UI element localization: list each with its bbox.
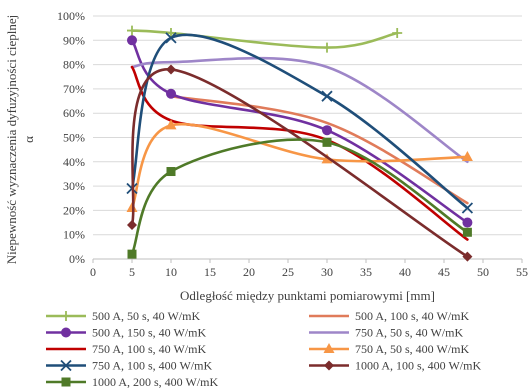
series-line [169, 94, 469, 205]
y-tick-label: 80% [63, 58, 85, 72]
data-point [462, 217, 473, 228]
series [126, 25, 474, 262]
legend-marker [324, 360, 334, 371]
y-tick-label: 10% [63, 228, 85, 242]
data-point [165, 119, 177, 130]
x-tick-label: 55 [516, 265, 528, 279]
series-5 [130, 65, 469, 241]
x-tick-label: 45 [438, 265, 450, 279]
series-line [130, 65, 469, 241]
series-9 [127, 137, 472, 259]
data-point [127, 25, 137, 36]
x-axis-title: Odległość między punktami pomiarowymi [m… [180, 288, 435, 303]
data-point [322, 42, 332, 53]
legend-marker [60, 359, 72, 372]
x-tick-label: 25 [282, 265, 294, 279]
x-tick-label: 50 [477, 265, 489, 279]
data-point [165, 32, 177, 44]
legend-label: 750 A, 100 s, 400 W/mK [92, 359, 212, 373]
data-point [461, 202, 474, 214]
x-tick-label: 10 [165, 265, 177, 279]
data-point [166, 64, 176, 75]
legend-label: 750 A, 50 s, 400 W/mK [355, 342, 469, 356]
series-8 [127, 64, 473, 262]
data-point [166, 28, 176, 39]
x-tick-label: 5 [129, 265, 135, 279]
data-point [127, 35, 137, 46]
x-tick-label: 15 [204, 265, 216, 279]
y-axis-symbol: α [21, 136, 36, 143]
series-line [130, 56, 469, 164]
legend-label: 500 A, 150 s, 40 W/mK [92, 326, 206, 340]
series-line [130, 138, 469, 256]
y-tick-label: 70% [63, 82, 85, 96]
data-point [127, 249, 137, 259]
legend-marker [61, 377, 71, 387]
legend-marker [61, 327, 71, 338]
series-line [130, 29, 399, 49]
data-point [462, 227, 472, 237]
y-tick-label: 60% [63, 106, 85, 120]
legend-entry: 1000 A, 100 s, 400 W/mK [309, 359, 481, 373]
legend-label: 1000 A, 100 s, 400 W/mK [355, 359, 481, 373]
series-6 [126, 119, 473, 212]
gridlines [93, 15, 522, 236]
data-point [392, 28, 403, 39]
x-tick-label: 40 [399, 265, 411, 279]
data-point [462, 251, 473, 262]
series-7 [126, 32, 474, 214]
legend-marker [61, 311, 71, 321]
y-tick-label: 30% [63, 179, 85, 193]
legend-entry: 750 A, 100 s, 40 W/mK [46, 342, 206, 356]
series-line [130, 122, 469, 210]
y-tick-label: 90% [63, 33, 85, 47]
data-point [461, 150, 473, 161]
series-line [130, 33, 469, 210]
legend-entry: 1000 A, 200 s, 400 W/mK [46, 375, 218, 389]
series-1 [127, 25, 403, 53]
legend-label: 750 A, 50 s, 40 W/mK [355, 326, 463, 340]
x-tick-label: 20 [243, 265, 255, 279]
y-tick-label: 50% [63, 131, 85, 145]
y-tick-label: 100% [57, 9, 85, 23]
y-axis-title: Niepewność wyznaczenia dyfuzyjności ciep… [4, 15, 19, 264]
y-tick-label: 20% [63, 203, 85, 217]
legend-entry: 500 A, 50 s, 40 W/mK [46, 309, 200, 323]
data-point [322, 137, 332, 147]
legend-label: 500 A, 100 s, 40 W/mK [355, 309, 469, 323]
data-point [166, 88, 176, 99]
legend-entry: 750 A, 50 s, 400 W/mK [309, 342, 469, 356]
x-tick-label: 35 [360, 265, 372, 279]
data-point [127, 219, 137, 230]
x-tick-label: 0 [90, 265, 96, 279]
series-line [130, 68, 469, 258]
axes: 0% 10% 20% 30% 40% 50% 60% 70% 80% 90% 100% 0 5 10 15 2… [57, 9, 528, 279]
legend-marker [323, 343, 335, 353]
legend: 500 A, 50 s, 40 W/mK 500 A, 100 s, 40 W/m… [46, 309, 481, 389]
series-2 [169, 94, 469, 205]
legend-entry: 750 A, 100 s, 400 W/mK [46, 359, 212, 373]
legend-label: 500 A, 50 s, 40 W/mK [92, 309, 200, 323]
y-tick-label: 0% [69, 252, 85, 266]
legend-entry: 750 A, 50 s, 40 W/mK [309, 326, 463, 340]
legend-entry: 500 A, 100 s, 40 W/mK [309, 309, 469, 323]
legend-label: 1000 A, 200 s, 400 W/mK [92, 375, 218, 389]
legend-label: 750 A, 100 s, 40 W/mK [92, 342, 206, 356]
data-point [321, 90, 333, 102]
data-point [166, 167, 176, 177]
legend-entry: 500 A, 150 s, 40 W/mK [46, 326, 206, 340]
x-tick-label: 30 [321, 265, 333, 279]
y-tick-label: 40% [63, 155, 85, 169]
data-point [322, 125, 332, 136]
series-4 [130, 56, 469, 164]
